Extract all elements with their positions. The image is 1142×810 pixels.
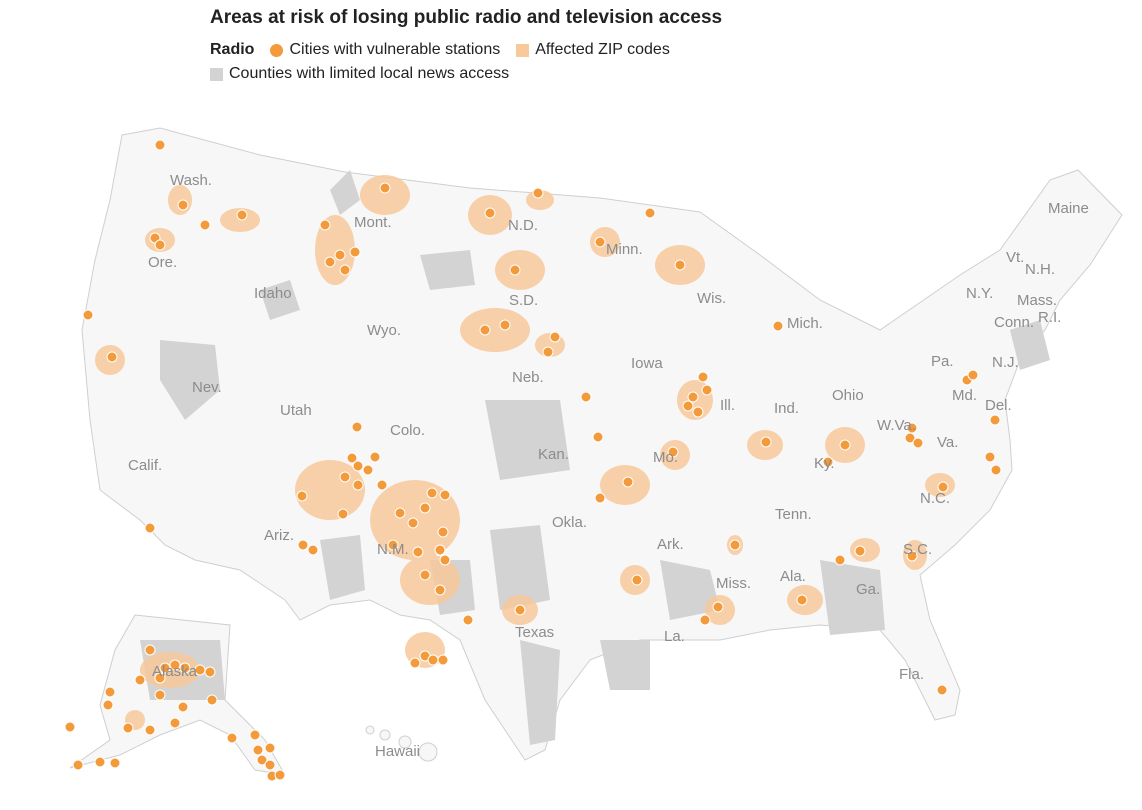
label-sc: S.C. xyxy=(903,541,932,558)
label-sd: S.D. xyxy=(509,292,538,309)
label-ny: N.Y. xyxy=(966,285,993,302)
label-ore: Ore. xyxy=(148,254,177,271)
label-la: La. xyxy=(664,628,685,645)
label-okla: Okla. xyxy=(552,514,587,531)
label-ohio: Ohio xyxy=(832,387,864,404)
label-ri: R.I. xyxy=(1038,309,1061,326)
hawaii-islands xyxy=(365,725,438,762)
label-hawaii: Hawaii xyxy=(375,743,420,760)
label-kan: Kan. xyxy=(538,446,569,463)
label-pa: Pa. xyxy=(931,353,954,370)
label-texas: Texas xyxy=(515,624,554,641)
legend-item-counties: Counties with limited local news access xyxy=(210,62,509,86)
label-calif: Calif. xyxy=(128,457,162,474)
label-wyo: Wyo. xyxy=(367,322,401,339)
label-mo: Mo. xyxy=(653,449,678,466)
label-ky: Ky. xyxy=(814,455,835,472)
label-utah: Utah xyxy=(280,402,312,419)
label-wash: Wash. xyxy=(170,172,212,189)
label-mich: Mich. xyxy=(787,315,823,332)
map-title: Areas at risk of losing public radio and… xyxy=(210,7,723,28)
label-mont: Mont. xyxy=(354,214,392,231)
label-ark: Ark. xyxy=(657,536,684,553)
legend-group-label: Radio xyxy=(210,41,255,58)
label-nm: N.M. xyxy=(377,541,409,558)
label-nd: N.D. xyxy=(508,217,538,234)
legend-item-zip: Affected ZIP codes xyxy=(516,38,670,62)
label-nev: Nev. xyxy=(192,379,222,396)
label-wis: Wis. xyxy=(697,290,726,307)
legend-label-cities: Cities with vulnerable stations xyxy=(289,41,501,58)
orange-dot-icon xyxy=(270,43,284,57)
map-header: Areas at risk of losing public radio and… xyxy=(210,6,910,86)
label-maine: Maine xyxy=(1048,200,1089,217)
state-labels: Wash. Ore. Idaho Mont. N.D. S.D. Wyo. Mi… xyxy=(128,172,1089,760)
peach-square-icon xyxy=(516,43,530,57)
label-neb: Neb. xyxy=(512,369,544,386)
label-nc: N.C. xyxy=(920,490,950,507)
label-del: Del. xyxy=(985,397,1012,414)
label-md: Md. xyxy=(952,387,977,404)
label-ga: Ga. xyxy=(856,581,880,598)
label-minn: Minn. xyxy=(606,241,643,258)
legend-label-zip: Affected ZIP codes xyxy=(535,41,670,58)
label-tenn: Tenn. xyxy=(775,506,812,523)
label-ind: Ind. xyxy=(774,400,799,417)
label-ill: Ill. xyxy=(720,397,735,414)
legend-row-1: Radio Cities with vulnerable stations Af… xyxy=(210,38,910,62)
label-ariz: Ariz. xyxy=(264,527,294,544)
label-va: Va. xyxy=(937,434,958,451)
legend-row-2: Counties with limited local news access xyxy=(210,62,910,86)
label-wva: W.Va. xyxy=(877,417,916,434)
label-ala: Ala. xyxy=(780,568,806,585)
label-fla: Fla. xyxy=(899,666,924,683)
label-colo: Colo. xyxy=(390,422,425,439)
label-alaska: Alaska xyxy=(152,663,198,680)
legend-item-cities: Cities with vulnerable stations xyxy=(270,38,500,62)
gray-square-icon xyxy=(210,67,223,81)
label-idaho: Idaho xyxy=(254,285,292,302)
legend: Radio Cities with vulnerable stations Af… xyxy=(210,38,910,86)
label-mass: Mass. xyxy=(1017,292,1057,309)
label-nh: N.H. xyxy=(1025,261,1055,278)
label-iowa: Iowa xyxy=(631,355,663,372)
label-miss: Miss. xyxy=(716,575,751,592)
vulnerable-stations xyxy=(64,139,1002,782)
legend-label-counties: Counties with limited local news access xyxy=(229,65,510,82)
label-nj: N.J. xyxy=(992,354,1019,371)
label-vt: Vt. xyxy=(1006,249,1024,266)
label-conn: Conn. xyxy=(994,314,1034,331)
